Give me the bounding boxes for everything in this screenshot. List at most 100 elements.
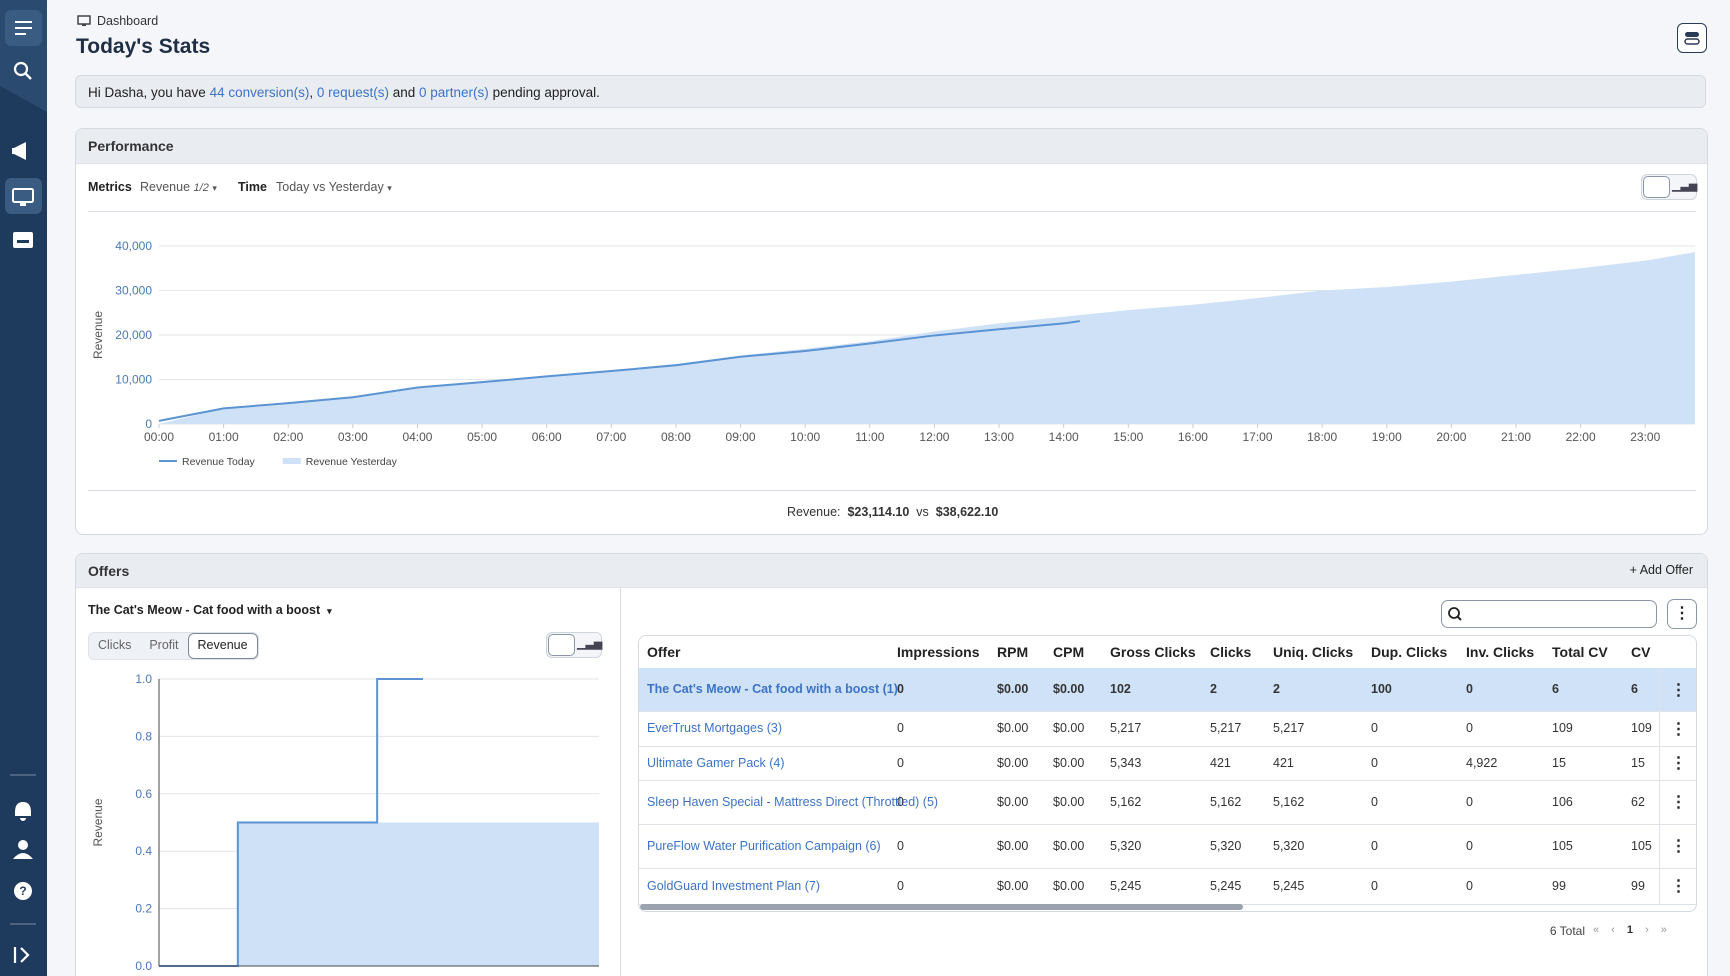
legend-label: Revenue Yesterday — [306, 456, 398, 468]
offer-link[interactable]: PureFlow Water Purification Campaign (6) — [647, 838, 881, 853]
add-offer-label: Add Offer — [1639, 563, 1693, 577]
alert-text: Hi Dasha, you have — [88, 85, 206, 100]
y-tick-label: 1.0 — [135, 672, 152, 686]
yesterday-total: $38,622.10 — [935, 505, 999, 519]
row-menu[interactable]: ⋮ — [1659, 824, 1696, 868]
table-cell: 0 — [1466, 682, 1473, 696]
table-cell: 5,217 — [1210, 721, 1242, 735]
table-row — [639, 668, 1696, 712]
y-tick-label: 0.6 — [135, 787, 152, 801]
y-tick-label: 0.8 — [135, 729, 152, 743]
card-header — [76, 554, 1707, 588]
current-page[interactable]: 1 — [1626, 924, 1634, 936]
offer-link[interactable]: EverTrust Mortgages (3) — [647, 721, 782, 735]
column-header[interactable]: RPM — [997, 644, 1029, 660]
row-menu[interactable]: ⋮ — [1659, 711, 1696, 746]
offer-link[interactable]: Ultimate Gamer Pack (4) — [647, 755, 785, 770]
breadcrumb[interactable]: Dashboard — [97, 14, 159, 28]
table-cell: $0.00 — [1053, 878, 1085, 893]
table-cell: $0.00 — [1053, 755, 1085, 770]
table-cell: 5,217 — [1110, 721, 1142, 735]
area-chart-button[interactable] — [548, 634, 575, 656]
metric-tabs: Clicks Profit Revenue — [88, 632, 259, 660]
scrollbar-thumb[interactable] — [640, 904, 1243, 910]
x-tick-label: 16:00 — [1178, 430, 1208, 444]
x-tick-label: 17:00 — [1243, 430, 1273, 444]
column-header[interactable]: Gross Clicks — [1110, 644, 1196, 660]
table-cell: 106 — [1552, 794, 1573, 809]
time-value: Today vs Yesterday — [276, 180, 384, 194]
row-menu[interactable]: ⋮ — [1659, 780, 1696, 824]
table-cell: 5,320 — [1210, 838, 1242, 853]
offer-link[interactable]: Sleep Haven Special - Mattress Direct (T… — [647, 794, 939, 809]
row-menu[interactable]: ⋮ — [1659, 868, 1696, 904]
offer-link[interactable]: The Cat's Meow - Cat food with a boost (… — [647, 682, 898, 696]
alert-link[interactable]: 0 partner(s) — [419, 85, 489, 100]
search-input[interactable] — [1441, 600, 1657, 628]
table-cell: 0 — [1371, 878, 1378, 893]
metrics-dropdown[interactable]: Revenue 1/2 ▾ — [140, 180, 217, 194]
table-cell: 0 — [897, 682, 904, 696]
table-cell: 109 — [1552, 721, 1573, 735]
alert-bar: Hi Dasha, you have 44 conversion(s), 0 r… — [75, 75, 1706, 108]
offer-dropdown[interactable]: The Cat's Meow - Cat food with a boost ▾ — [88, 603, 332, 617]
area-chart-button[interactable] — [1643, 176, 1670, 198]
x-tick-label: 20:00 — [1436, 430, 1466, 444]
table-cell: 0 — [1371, 794, 1378, 809]
alert-text: and — [392, 85, 416, 100]
table-cell: $0.00 — [997, 794, 1029, 809]
bell-icon[interactable] — [15, 802, 31, 821]
offer-link[interactable]: GoldGuard Investment Plan (7) — [647, 878, 820, 893]
user-icon[interactable] — [13, 840, 33, 859]
dashboard-button[interactable] — [5, 178, 42, 214]
alert-link[interactable]: 0 request(s) — [316, 85, 389, 100]
metric-tab[interactable]: Profit — [149, 638, 179, 652]
sidebar: ? — [0, 0, 47, 976]
expand-icon[interactable] — [13, 947, 30, 963]
bar-chart-button[interactable]: ▁▃▅ — [577, 638, 603, 650]
table-menu-button[interactable]: ⋮ — [1667, 599, 1697, 629]
alert-link[interactable]: 44 conversion(s) — [209, 85, 310, 100]
layout-toggle[interactable] — [1677, 23, 1707, 53]
column-header[interactable]: Impressions — [897, 644, 980, 660]
table-cell: 62 — [1631, 794, 1645, 809]
bar-chart-button[interactable]: ▁▃▅ — [1672, 180, 1698, 192]
table-cell: 0 — [897, 721, 904, 735]
metric-tab[interactable]: Revenue — [187, 633, 258, 659]
search-icon[interactable] — [13, 61, 32, 80]
column-header[interactable]: Dup. Clicks — [1371, 644, 1448, 660]
x-tick-label: 11:00 — [855, 430, 884, 444]
x-tick-label: 21:00 — [1501, 430, 1531, 444]
x-tick-label: 18:00 — [1307, 430, 1337, 444]
table-cell: $0.00 — [1053, 794, 1085, 809]
metric-tab[interactable]: Clicks — [98, 638, 132, 652]
table-cell: 0 — [1466, 878, 1473, 893]
row-menu[interactable]: ⋮ — [1659, 668, 1696, 711]
row-menu[interactable]: ⋮ — [1659, 746, 1696, 780]
add-offer-button[interactable]: + Add Offer — [1629, 563, 1693, 577]
table-cell: $0.00 — [997, 755, 1029, 770]
column-header[interactable]: CPM — [1053, 644, 1085, 660]
table-cell: 5,162 — [1210, 794, 1242, 809]
x-tick-label: 19:00 — [1372, 430, 1402, 444]
x-tick-label: 05:00 — [467, 430, 497, 444]
column-header[interactable]: Offer — [647, 644, 681, 660]
column-header[interactable]: Inv. Clicks — [1466, 644, 1535, 660]
column-header[interactable]: CV — [1631, 644, 1651, 660]
y-tick-label: 30,000 — [115, 284, 152, 298]
column-header[interactable]: Uniq. Clicks — [1273, 644, 1354, 660]
campaign-icon[interactable] — [12, 142, 26, 160]
store-icon[interactable] — [13, 232, 33, 248]
line — [158, 320, 1080, 422]
time-dropdown[interactable]: Today vs Yesterday ▾ — [276, 180, 392, 194]
table-cell: 15 — [1552, 755, 1566, 770]
x-tick-label: 12:00 — [919, 430, 949, 444]
column-header[interactable]: Total CV — [1552, 644, 1608, 660]
table-cell: $0.00 — [997, 682, 1029, 696]
help-icon[interactable]: ? — [14, 882, 32, 900]
y-tick-label: 10,000 — [115, 373, 152, 387]
breadcrumb-icon — [77, 15, 91, 26]
column-header[interactable]: Clicks — [1210, 644, 1252, 660]
